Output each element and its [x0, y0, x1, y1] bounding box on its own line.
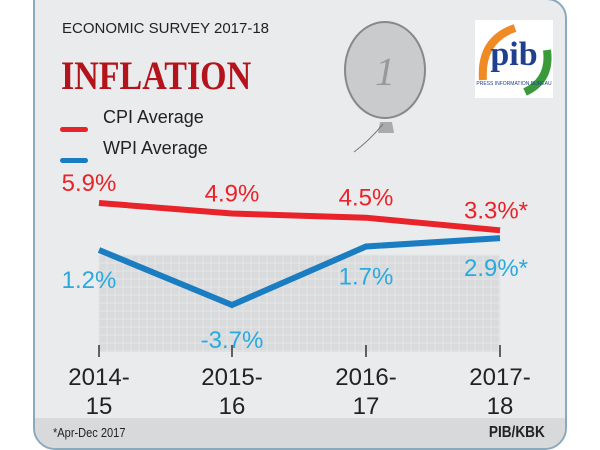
credit: PIB/KBK: [489, 424, 545, 441]
x-tick-label: 16: [219, 393, 246, 420]
wpi-data-label: 1.7%: [339, 264, 394, 291]
wpi-data-label: 1.2%: [62, 267, 117, 294]
svg-text:pib: pib: [490, 36, 537, 73]
wpi-legend-swatch: [60, 158, 88, 163]
cpi-data-label: 4.9%: [205, 181, 260, 208]
x-tick-label: 15: [86, 393, 113, 420]
cpi-data-label: 3.3%*: [464, 197, 528, 224]
footer-band: [35, 418, 565, 448]
chart-title: INFLATION: [61, 53, 252, 98]
survey-label: ECONOMIC SURVEY 2017-18: [62, 20, 270, 37]
chart-grid: [98, 254, 500, 352]
cpi-legend-label: CPI Average: [103, 107, 204, 127]
svg-text:1: 1: [375, 49, 395, 94]
x-tick-label: 2016-: [335, 364, 396, 391]
x-tick-label: 18: [487, 393, 514, 420]
svg-text:PRESS INFORMATION BUREAU: PRESS INFORMATION BUREAU: [476, 81, 552, 87]
x-tick-label: 2017-: [469, 364, 530, 391]
x-tick-label: 2015-: [201, 364, 262, 391]
balloon-coin-illustration: 1: [344, 21, 426, 153]
x-tick-label: 17: [353, 393, 380, 420]
cpi-data-label: 4.5%: [339, 185, 394, 212]
pib-logo: pib PRESS INFORMATION BUREAU: [475, 20, 553, 98]
wpi-data-label: 2.9%*: [464, 255, 528, 282]
cpi-data-label: 5.9%: [62, 170, 117, 197]
footnote: *Apr-Dec 2017: [53, 425, 126, 440]
wpi-legend-label: WPI Average: [103, 138, 208, 158]
cpi-legend-swatch: [60, 127, 88, 132]
pib-logo-graphic: pib PRESS INFORMATION BUREAU: [476, 24, 552, 96]
cpi-line: [98, 200, 501, 234]
x-tick-label: 2014-: [68, 364, 129, 391]
wpi-line: [97, 235, 501, 309]
wpi-data-label: -3.7%: [201, 327, 264, 354]
